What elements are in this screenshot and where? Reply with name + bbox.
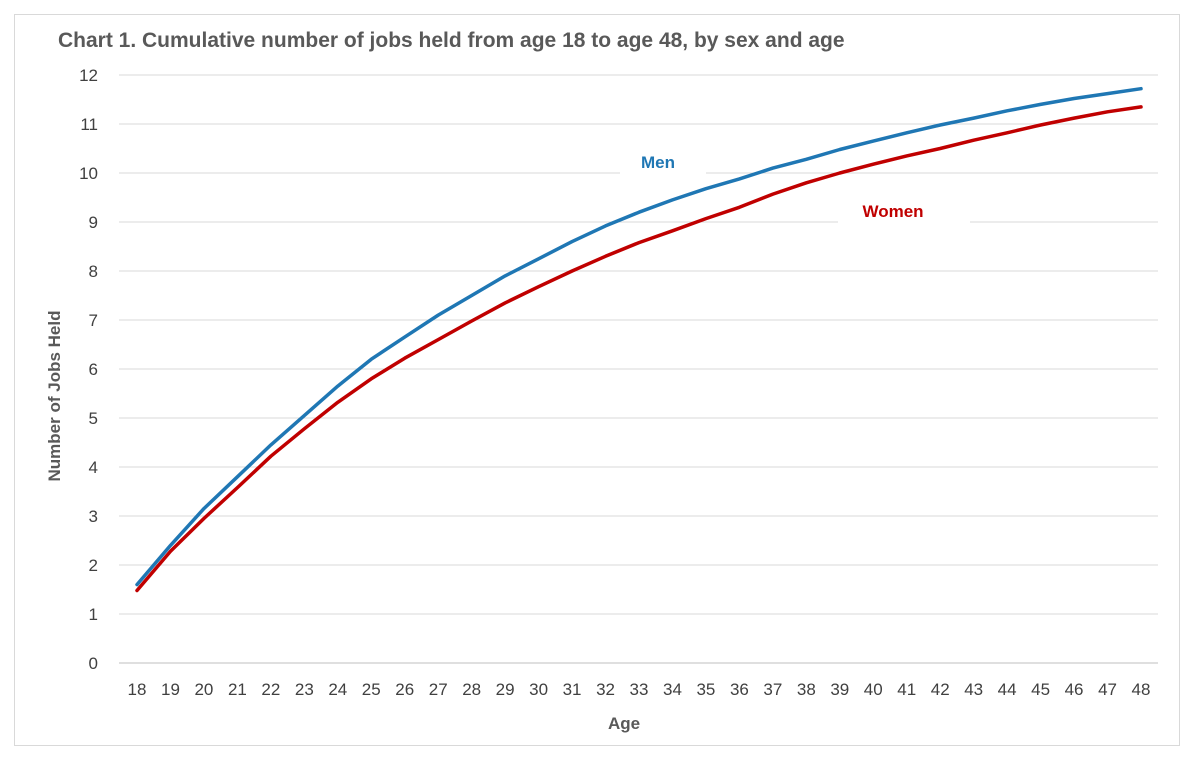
x-tick-label: 19 (161, 680, 180, 699)
y-tick-label: 8 (89, 262, 98, 281)
y-tick-label: 9 (89, 213, 98, 232)
x-axis-title: Age (608, 714, 640, 733)
y-tick-label: 7 (89, 311, 98, 330)
x-tick-label: 26 (395, 680, 414, 699)
series-label-background (838, 196, 970, 226)
y-tick-label: 12 (79, 66, 98, 85)
x-tick-label: 18 (128, 680, 147, 699)
series-label-men: Men (641, 153, 675, 172)
x-tick-label: 34 (663, 680, 682, 699)
series-lines (135, 86, 1143, 593)
y-tick-label: 11 (80, 115, 98, 134)
x-tick-label: 41 (897, 680, 916, 699)
x-tick-label: 30 (529, 680, 548, 699)
y-tick-label: 10 (79, 164, 98, 183)
x-tick-label: 32 (596, 680, 615, 699)
y-tick-label: 1 (89, 605, 98, 624)
x-axis-ticks: 18 19 20 21 22 23 24 25 26 27 28 29 30 31 32 33 34 35 36 37… (128, 680, 1151, 699)
series-label-background (620, 146, 706, 176)
x-tick-label: 37 (763, 680, 782, 699)
x-tick-label: 24 (328, 680, 347, 699)
x-tick-label: 21 (228, 680, 247, 699)
series-labels: Men Women (620, 146, 970, 226)
y-axis-title: Number of Jobs Held (45, 311, 64, 482)
x-tick-label: 22 (261, 680, 280, 699)
x-tick-label: 44 (998, 680, 1017, 699)
x-tick-label: 40 (864, 680, 883, 699)
x-tick-label: 27 (429, 680, 448, 699)
x-tick-label: 45 (1031, 680, 1050, 699)
x-tick-label: 28 (462, 680, 481, 699)
x-tick-label: 39 (830, 680, 849, 699)
gridlines (119, 74, 1158, 664)
x-tick-label: 43 (964, 680, 983, 699)
y-tick-label: 4 (89, 458, 98, 477)
x-tick-label: 29 (496, 680, 515, 699)
x-tick-label: 23 (295, 680, 314, 699)
x-tick-label: 25 (362, 680, 381, 699)
x-tick-label: 38 (797, 680, 816, 699)
x-tick-label: 46 (1065, 680, 1084, 699)
x-tick-label: 42 (931, 680, 950, 699)
y-tick-label: 3 (89, 507, 98, 526)
y-tick-label: 0 (89, 654, 98, 673)
x-tick-label: 48 (1132, 680, 1151, 699)
chart-title: Chart 1. Cumulative number of jobs held … (58, 29, 845, 52)
x-tick-label: 20 (194, 680, 213, 699)
x-tick-label: 35 (696, 680, 715, 699)
y-tick-label: 5 (89, 409, 98, 428)
y-tick-label: 2 (89, 556, 98, 575)
x-tick-label: 36 (730, 680, 749, 699)
x-tick-label: 47 (1098, 680, 1117, 699)
y-tick-label: 6 (89, 360, 98, 379)
series-line-men (135, 86, 1143, 587)
x-tick-label: 33 (630, 680, 649, 699)
series-line-women (135, 105, 1143, 593)
x-tick-label: 31 (563, 680, 582, 699)
series-label-women: Women (862, 202, 923, 221)
